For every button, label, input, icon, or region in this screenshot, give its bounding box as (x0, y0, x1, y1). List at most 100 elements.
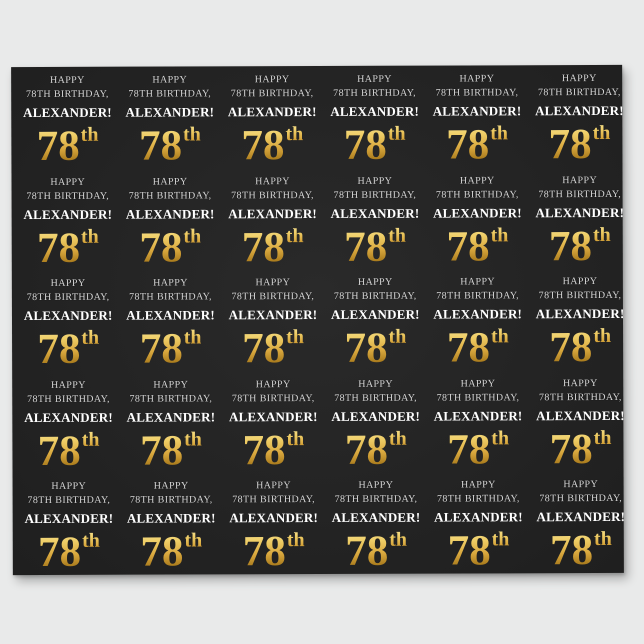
greeting-line1: HAPPY (50, 176, 86, 188)
ordinal-suffix: th (388, 325, 407, 348)
number-text: 78 (241, 223, 285, 271)
ordinal-number: 78th (530, 527, 624, 574)
ordinal-number: 78th (323, 121, 426, 169)
greeting-line2: 78TH BIRTHDAY, (230, 88, 314, 100)
number-text: 78 (345, 528, 389, 576)
greeting-line1: HAPPY (460, 378, 496, 390)
greeting-line1: HAPPY (152, 176, 188, 188)
ordinal-number: 78th (324, 325, 427, 372)
number-text: 78 (139, 325, 183, 373)
pattern-tile: HAPPY 78TH BIRTHDAY, ALEXANDER! 78th (16, 67, 119, 170)
pattern-tile: HAPPY 78TH BIRTHDAY, ALEXANDER! 78th (325, 472, 428, 576)
recipient-name: ALEXANDER! (23, 206, 113, 222)
greeting-line1: HAPPY (153, 480, 189, 492)
pattern-tile: HAPPY 78TH BIRTHDAY, ALEXANDER! 78th (529, 268, 624, 371)
number-text: 78 (242, 325, 286, 373)
number-text: 78 (36, 122, 80, 170)
ordinal-number: 78th (324, 223, 427, 270)
ordinal-suffix: th (490, 325, 509, 348)
pattern-grid: HAPPY 78TH BIRTHDAY, ALEXANDER! 78th HAP… (11, 65, 624, 575)
greeting-line2: 78TH BIRTHDAY, (333, 87, 416, 99)
number-text: 78 (241, 122, 285, 170)
recipient-name: ALEXANDER! (535, 102, 624, 119)
pattern-tile: HAPPY 78TH BIRTHDAY, ALEXANDER! 78th (119, 270, 222, 373)
number-text: 78 (139, 224, 183, 272)
greeting-line1: HAPPY (51, 481, 87, 493)
greeting-line2: 78TH BIRTHDAY, (333, 189, 417, 201)
greeting-line1: HAPPY (152, 74, 188, 86)
greeting-line1: HAPPY (561, 73, 597, 85)
ordinal-number: 78th (16, 122, 119, 170)
greeting-line1: HAPPY (562, 377, 598, 389)
pattern-tile: HAPPY 78TH BIRTHDAY, ALEXANDER! 78th (222, 269, 325, 373)
ordinal-suffix: th (491, 528, 510, 551)
recipient-name: ALEXANDER! (536, 509, 624, 525)
pattern-tile: HAPPY 78TH BIRTHDAY, ALEXANDER! 78th (221, 168, 324, 271)
greeting-line1: HAPPY (460, 276, 496, 288)
ordinal-number: 78th (223, 528, 326, 575)
pattern-tile: HAPPY 78TH BIRTHDAY, ALEXANDER! 78th (426, 167, 529, 270)
pattern-tile: HAPPY 78TH BIRTHDAY, ALEXANDER! 78th (324, 269, 427, 372)
pattern-tile: HAPPY 78TH BIRTHDAY, ALEXANDER! 78th (528, 166, 623, 270)
number-text: 78 (447, 527, 491, 575)
ordinal-number: 78th (120, 427, 223, 474)
recipient-name: ALEXANDER! (434, 509, 523, 525)
recipient-name: ALEXANDER! (126, 510, 216, 527)
pattern-tile: HAPPY 78TH BIRTHDAY, ALEXANDER! 78th (221, 66, 324, 170)
ordinal-number: 78th (222, 325, 325, 373)
number-text: 78 (548, 121, 592, 169)
recipient-name: ALEXANDER! (126, 307, 215, 323)
ordinal-number: 78th (426, 223, 529, 270)
number-text: 78 (344, 426, 389, 474)
greeting-line2: 78TH BIRTHDAY, (128, 88, 212, 100)
number-text: 78 (37, 427, 81, 475)
number-text: 78 (140, 528, 184, 576)
ordinal-number: 78th (18, 529, 121, 575)
greeting-line1: HAPPY (357, 73, 392, 85)
greeting-line2: 78TH BIRTHDAY, (435, 87, 519, 99)
pattern-tile: HAPPY 78TH BIRTHDAY, ALEXANDER! 78th (119, 66, 222, 170)
ordinal-number: 78th (529, 425, 624, 473)
pattern-tile: HAPPY 78TH BIRTHDAY, ALEXANDER! 78th (427, 370, 530, 473)
ordinal-number: 78th (120, 528, 223, 576)
ordinal-number: 78th (529, 324, 624, 371)
number-text: 78 (343, 121, 387, 169)
greeting-line1: HAPPY (358, 378, 394, 390)
greeting-line1: HAPPY (153, 379, 189, 391)
ordinal-suffix: th (81, 428, 100, 451)
pattern-tile: HAPPY 78TH BIRTHDAY, ALEXANDER! 78th (323, 66, 426, 169)
recipient-name: ALEXANDER! (330, 103, 420, 119)
ordinal-number: 78th (528, 121, 624, 169)
greeting-line2: 78TH BIRTHDAY, (334, 392, 418, 404)
greeting-line2: 78TH BIRTHDAY, (538, 188, 622, 200)
greeting-line1: HAPPY (358, 480, 394, 492)
recipient-name: ALEXANDER! (331, 408, 421, 424)
number-text: 78 (548, 222, 593, 270)
pattern-tile: HAPPY 78TH BIRTHDAY, ALEXANDER! 78th (324, 167, 427, 270)
greeting-line1: HAPPY (562, 276, 598, 288)
greeting-line2: 78TH BIRTHDAY, (128, 189, 212, 202)
recipient-name: ALEXANDER! (330, 306, 420, 323)
greeting-line1: HAPPY (563, 479, 599, 491)
greeting-line1: HAPPY (255, 175, 290, 187)
pattern-tile: HAPPY 78TH BIRTHDAY, ALEXANDER! 78th (120, 473, 223, 575)
wrapping-paper: HAPPY 78TH BIRTHDAY, ALEXANDER! 78th HAP… (11, 64, 624, 576)
pattern-tile: HAPPY 78TH BIRTHDAY, ALEXANDER! 78th (17, 371, 120, 475)
recipient-name: ALEXANDER! (228, 408, 318, 425)
greeting-line1: HAPPY (357, 175, 393, 187)
recipient-name: ALEXANDER! (126, 409, 216, 425)
greeting-line1: HAPPY (50, 277, 86, 290)
greeting-line1: HAPPY (460, 479, 496, 491)
ordinal-suffix: th (286, 427, 305, 450)
number-text: 78 (446, 121, 490, 169)
number-text: 78 (549, 425, 593, 473)
greeting-line2: 78TH BIRTHDAY, (538, 290, 622, 302)
greeting-line1: HAPPY (51, 379, 86, 391)
number-text: 78 (138, 122, 183, 170)
recipient-name: ALEXANDER! (330, 205, 420, 221)
greeting-line2: 78TH BIRTHDAY, (231, 189, 314, 201)
ordinal-suffix: th (388, 427, 407, 450)
ordinal-number: 78th (17, 326, 120, 373)
greeting-line2: 78TH BIRTHDAY, (25, 88, 109, 101)
ordinal-suffix: th (285, 224, 304, 247)
